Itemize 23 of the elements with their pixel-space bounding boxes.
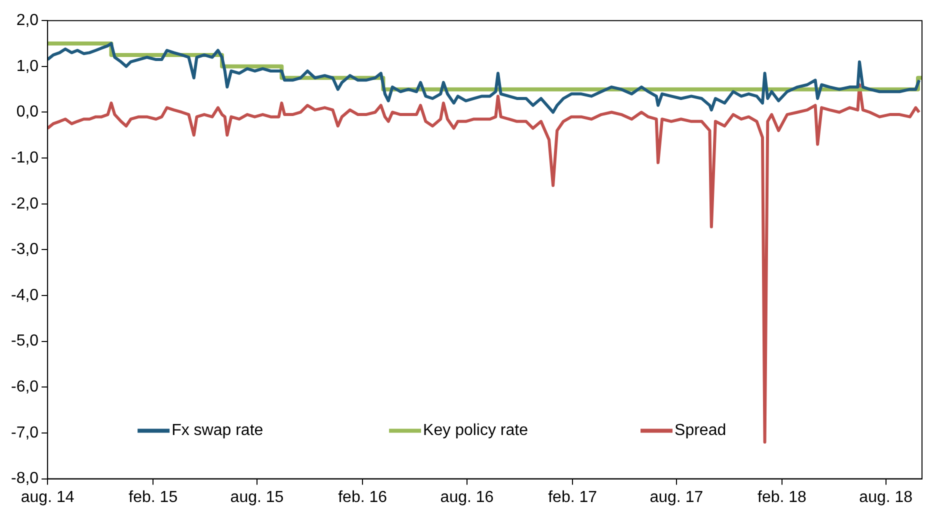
- y-tick-label: 0,0: [16, 104, 39, 121]
- x-tick-label: aug. 18: [859, 488, 913, 506]
- x-tick-label: feb. 18: [758, 488, 807, 506]
- y-tick-label: -5,0: [10, 332, 39, 350]
- y-tick-label: -4,0: [10, 286, 39, 304]
- y-tick-label: 1,0: [16, 58, 39, 75]
- y-tick-label: -2,0: [10, 195, 39, 212]
- x-tick-label: aug. 17: [650, 488, 704, 506]
- y-tick-label: -3,0: [10, 241, 39, 258]
- y-tick-label: -8,0: [10, 470, 39, 488]
- x-tick-label: aug. 15: [230, 488, 284, 506]
- x-tick-label: aug. 14: [20, 488, 74, 506]
- legend-label: Spread: [674, 422, 726, 440]
- x-tick-label: feb. 15: [128, 488, 178, 506]
- x-tick-label: aug. 16: [440, 488, 494, 506]
- y-tick-label: -1,0: [10, 149, 39, 166]
- legend-label: Fx swap rate: [172, 422, 264, 440]
- y-tick-label: -7,0: [10, 424, 39, 442]
- x-tick-label: feb. 16: [338, 488, 388, 506]
- legend-label: Key policy rate: [423, 422, 528, 440]
- x-tick-label: feb. 17: [548, 488, 598, 506]
- y-tick-label: 2,0: [16, 12, 39, 30]
- y-tick-label: -6,0: [10, 378, 39, 396]
